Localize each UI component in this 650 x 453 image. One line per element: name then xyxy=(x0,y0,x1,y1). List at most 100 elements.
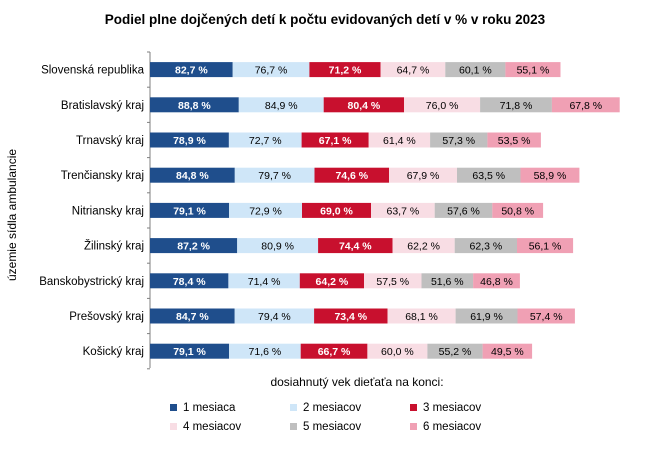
data-label: 57,4 % xyxy=(530,311,563,323)
legend-swatch xyxy=(170,423,177,430)
bar-segment xyxy=(232,62,310,78)
legend-label: 6 mesiacov xyxy=(423,421,481,433)
category-label: Trenčiansky kraj xyxy=(61,170,144,182)
data-label: 66,7 % xyxy=(318,346,351,358)
bar-segment xyxy=(234,308,315,324)
bar-segment xyxy=(300,343,368,359)
category-label: Prešovský kraj xyxy=(69,311,144,323)
category-label: Nitriansky kraj xyxy=(72,205,144,217)
bar-segment xyxy=(487,132,541,148)
legend-label: 1 mesiaca xyxy=(183,402,236,414)
data-label: 80,4 % xyxy=(348,100,381,112)
bar-segment xyxy=(314,308,388,324)
legend: 1 mesiaca 2 mesiacov 3 mesiacov 4 mesiacov 5… xyxy=(170,402,481,433)
bar-segment xyxy=(150,97,239,113)
bar-segment xyxy=(473,273,520,289)
bar-segment xyxy=(302,202,371,218)
data-label: 71,6 % xyxy=(249,346,282,358)
bar-segment xyxy=(234,167,315,183)
bar-segment xyxy=(150,308,235,324)
bar-segment xyxy=(520,167,580,183)
data-label: 61,9 % xyxy=(470,311,503,323)
legend-label: 4 mesiacov xyxy=(183,421,241,433)
bar-segment xyxy=(392,238,455,254)
bar-segment xyxy=(427,343,483,359)
data-label: 61,4 % xyxy=(383,135,416,147)
chart-title: Podiel plne dojčených detí k počtu evido… xyxy=(105,12,546,27)
data-label: 64,2 % xyxy=(316,276,349,288)
data-label: 64,7 % xyxy=(397,65,430,77)
data-label: 55,1 % xyxy=(517,65,550,77)
data-label: 63,7 % xyxy=(386,205,419,217)
bar-segment xyxy=(228,132,302,148)
bar-segment xyxy=(150,132,229,148)
bar-segment xyxy=(237,238,319,254)
data-label: 76,0 % xyxy=(426,100,459,112)
bar-segment xyxy=(367,343,428,359)
bar-segment xyxy=(323,97,405,113)
data-label: 67,8 % xyxy=(569,100,602,112)
bar-segment xyxy=(318,238,393,254)
data-label: 74,6 % xyxy=(335,170,368,182)
category-labels: Slovenská republika Bratislavský kraj Trna… xyxy=(39,51,150,370)
data-label: 67,9 % xyxy=(407,170,440,182)
bar-segment xyxy=(229,202,302,218)
data-label: 50,8 % xyxy=(501,205,534,217)
data-label: 53,5 % xyxy=(498,135,531,147)
data-label: 79,7 % xyxy=(258,170,291,182)
data-label: 51,6 % xyxy=(431,276,464,288)
category-label: Košický kraj xyxy=(83,346,144,358)
data-label: 84,8 % xyxy=(176,170,209,182)
bar-segment xyxy=(150,167,235,183)
data-label: 57,6 % xyxy=(447,205,480,217)
bar-segment xyxy=(404,97,481,113)
data-label: 72,9 % xyxy=(249,205,282,217)
bar-segment xyxy=(150,238,238,254)
bar-segment xyxy=(517,308,575,324)
data-label: 55,2 % xyxy=(439,346,472,358)
data-label: 84,7 % xyxy=(176,311,209,323)
bar-segment xyxy=(421,273,474,289)
data-label: 71,8 % xyxy=(500,100,533,112)
bars-group: 82,7 % 76,7 % 71,2 % 64,7 % 60,1 % 55,1 % 88,8… xyxy=(150,62,620,359)
category-label: Bratislavský kraj xyxy=(61,100,144,112)
legend-label: 3 mesiacov xyxy=(423,402,481,414)
bar-segment xyxy=(150,62,233,78)
data-label: 68,1 % xyxy=(405,311,438,323)
bar-segment xyxy=(309,62,381,78)
legend-swatch xyxy=(410,423,417,430)
data-label: 80,9 % xyxy=(261,241,294,253)
data-label: 79,4 % xyxy=(258,311,291,323)
legend-label: 5 mesiacov xyxy=(303,421,361,433)
data-label: 57,3 % xyxy=(442,135,475,147)
data-label: 69,0 % xyxy=(320,205,353,217)
bar-segment xyxy=(434,202,493,218)
data-label: 84,9 % xyxy=(265,100,298,112)
bar-segment xyxy=(380,62,446,78)
bar-segment xyxy=(480,97,552,113)
data-label: 73,4 % xyxy=(334,311,367,323)
bar-segment xyxy=(314,167,390,183)
data-label: 63,5 % xyxy=(472,170,505,182)
data-label: 78,4 % xyxy=(173,276,206,288)
data-label: 67,1 % xyxy=(319,135,352,147)
bar-segment xyxy=(454,238,517,254)
data-label: 62,2 % xyxy=(407,241,440,253)
legend-swatch xyxy=(290,423,297,430)
bar-segment xyxy=(430,132,488,148)
data-label: 58,9 % xyxy=(534,170,567,182)
category-label: Žilinský kraj xyxy=(84,240,144,253)
category-label: Slovenská republika xyxy=(41,65,145,77)
data-label: 79,1 % xyxy=(173,205,206,217)
data-label: 71,2 % xyxy=(329,65,362,77)
data-label: 60,1 % xyxy=(459,65,492,77)
data-label: 79,1 % xyxy=(173,346,206,358)
data-label: 74,4 % xyxy=(339,241,372,253)
legend-title: dosiahnutý vek dieťaťa na konci: xyxy=(270,375,443,389)
bar-segment xyxy=(364,273,422,289)
bar-segment xyxy=(482,343,533,359)
bar-segment xyxy=(299,273,364,289)
data-label: 56,1 % xyxy=(529,241,562,253)
bar-segment xyxy=(368,132,431,148)
